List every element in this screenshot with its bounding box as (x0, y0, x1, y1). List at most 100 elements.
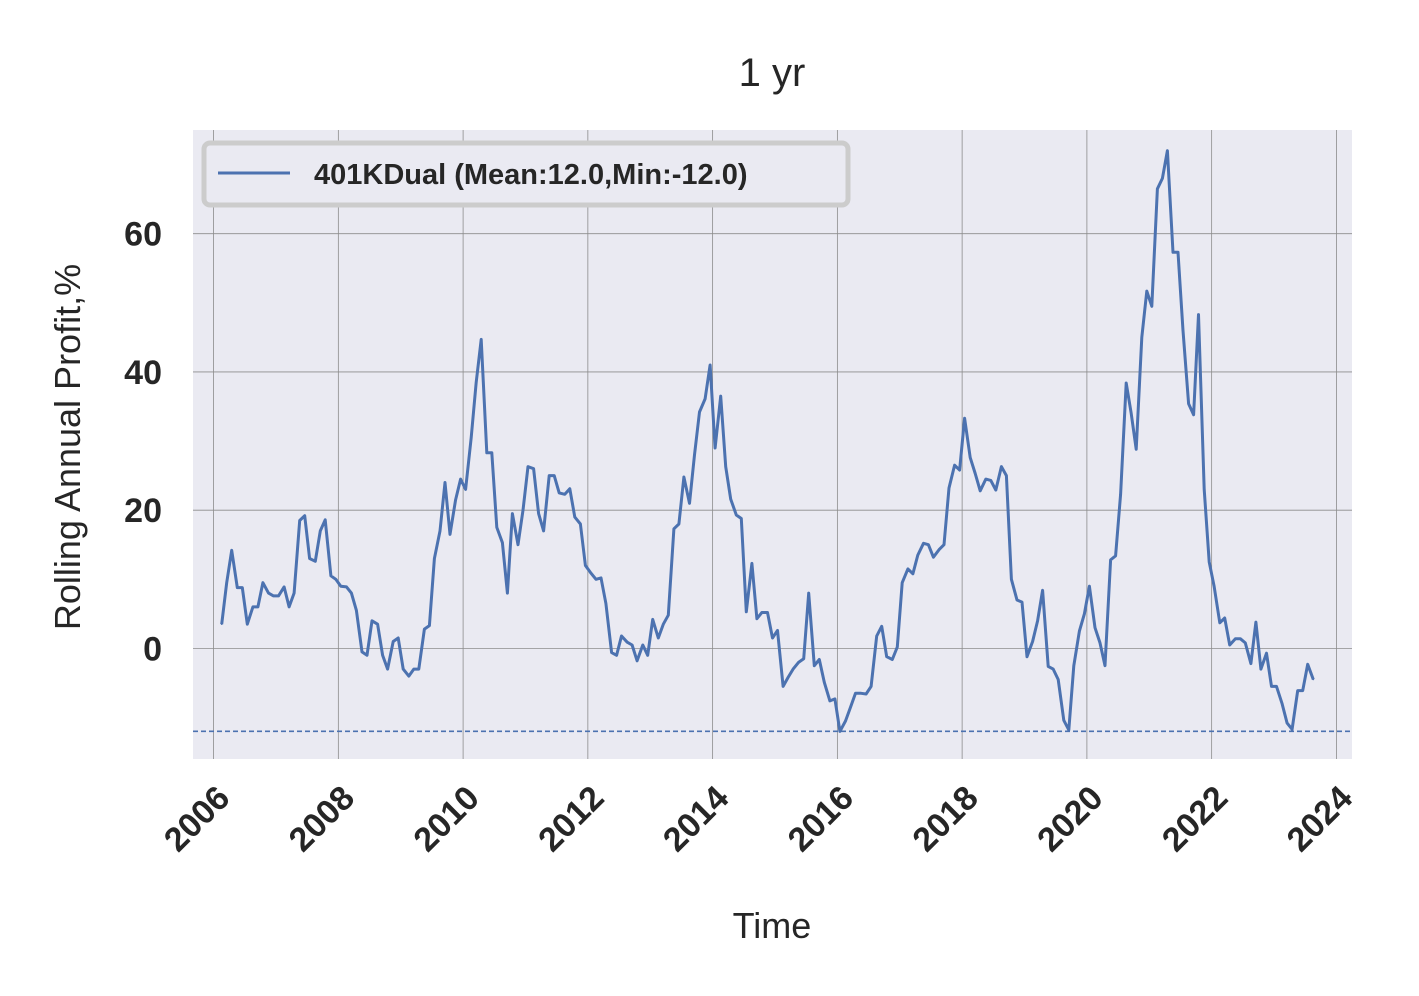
data-point (953, 464, 956, 467)
data-point (927, 543, 930, 546)
data-point (1135, 448, 1137, 451)
data-point (995, 489, 997, 491)
data-point (667, 614, 670, 616)
data-point (298, 519, 301, 522)
data-point (267, 592, 270, 594)
data-point (865, 693, 867, 695)
data-point (917, 554, 919, 556)
data-point (636, 660, 638, 662)
data-point (537, 512, 540, 515)
x-tick-label: 2006 (157, 779, 237, 859)
data-point (1255, 621, 1257, 623)
data-point (1083, 613, 1086, 615)
data-point (314, 560, 317, 563)
data-point (719, 395, 722, 397)
data-point (979, 490, 981, 492)
data-point (912, 573, 914, 575)
data-point (376, 623, 379, 625)
data-point (1068, 729, 1070, 731)
data-point (1010, 578, 1013, 581)
data-point (678, 523, 680, 525)
x-tick-label: 2010 (406, 779, 486, 859)
data-point (1052, 668, 1054, 670)
data-point (620, 635, 623, 637)
data-point (1146, 290, 1148, 292)
data-point (283, 586, 285, 588)
data-point (885, 655, 888, 658)
data-point (459, 478, 462, 480)
data-point (615, 654, 618, 657)
data-point (1208, 561, 1210, 563)
data-point (230, 549, 233, 552)
data-point (423, 628, 426, 630)
data-point (709, 364, 711, 366)
y-tick-label: 40 (124, 354, 162, 392)
data-point (1244, 642, 1247, 644)
data-point (938, 548, 940, 551)
data-point (839, 730, 841, 733)
data-point (579, 523, 582, 525)
data-point (1016, 599, 1018, 601)
data-point (1286, 722, 1288, 724)
data-point (646, 654, 649, 657)
y-tick-label: 0 (143, 630, 162, 668)
legend: 401KDual (Mean:12.0,Min:-12.0) (201, 140, 851, 208)
data-point (891, 658, 894, 661)
data-point (1156, 188, 1159, 190)
data-point (969, 456, 971, 459)
data-point (1265, 652, 1268, 654)
data-point (308, 557, 311, 560)
data-point (564, 493, 566, 496)
data-point (829, 700, 831, 702)
data-point (610, 651, 613, 654)
data-point (642, 644, 644, 646)
data-point (1063, 719, 1065, 722)
data-point (782, 685, 784, 688)
data-point (470, 436, 473, 439)
data-point (735, 514, 738, 516)
data-point (1275, 685, 1278, 688)
data-point (496, 526, 498, 529)
data-point (651, 618, 654, 621)
data-point (1223, 617, 1226, 619)
data-point (1114, 555, 1117, 557)
data-point (272, 595, 275, 597)
data-point (797, 661, 800, 663)
data-point (433, 557, 436, 560)
data-point (558, 492, 560, 494)
data-point (813, 664, 816, 667)
data-point (751, 562, 753, 565)
data-point (698, 411, 701, 413)
data-point (252, 606, 254, 608)
data-point (511, 512, 514, 515)
data-point (225, 581, 228, 584)
data-point (1151, 305, 1153, 308)
data-point (745, 611, 748, 613)
data-point (480, 338, 483, 341)
data-point (220, 623, 223, 625)
data-point (787, 676, 789, 679)
data-point (756, 617, 758, 620)
data-point (673, 528, 675, 530)
data-point (324, 519, 327, 521)
data-point (1312, 678, 1315, 681)
data-point (631, 644, 633, 646)
data-point (501, 541, 504, 544)
data-point (1228, 644, 1231, 646)
data-point (776, 629, 779, 632)
data-point (1260, 668, 1262, 670)
data-point (350, 592, 353, 594)
data-point (1192, 414, 1195, 416)
data-point (834, 698, 836, 700)
x-axis-label: Time (733, 905, 812, 946)
data-point (901, 581, 903, 584)
data-point (1141, 336, 1143, 339)
y-tick-label: 20 (124, 492, 162, 530)
data-point (771, 637, 774, 639)
data-point (1306, 663, 1309, 666)
data-point (1187, 402, 1190, 405)
data-point (662, 623, 665, 625)
data-point (1197, 313, 1200, 316)
x-tick-label: 2012 (531, 779, 611, 859)
